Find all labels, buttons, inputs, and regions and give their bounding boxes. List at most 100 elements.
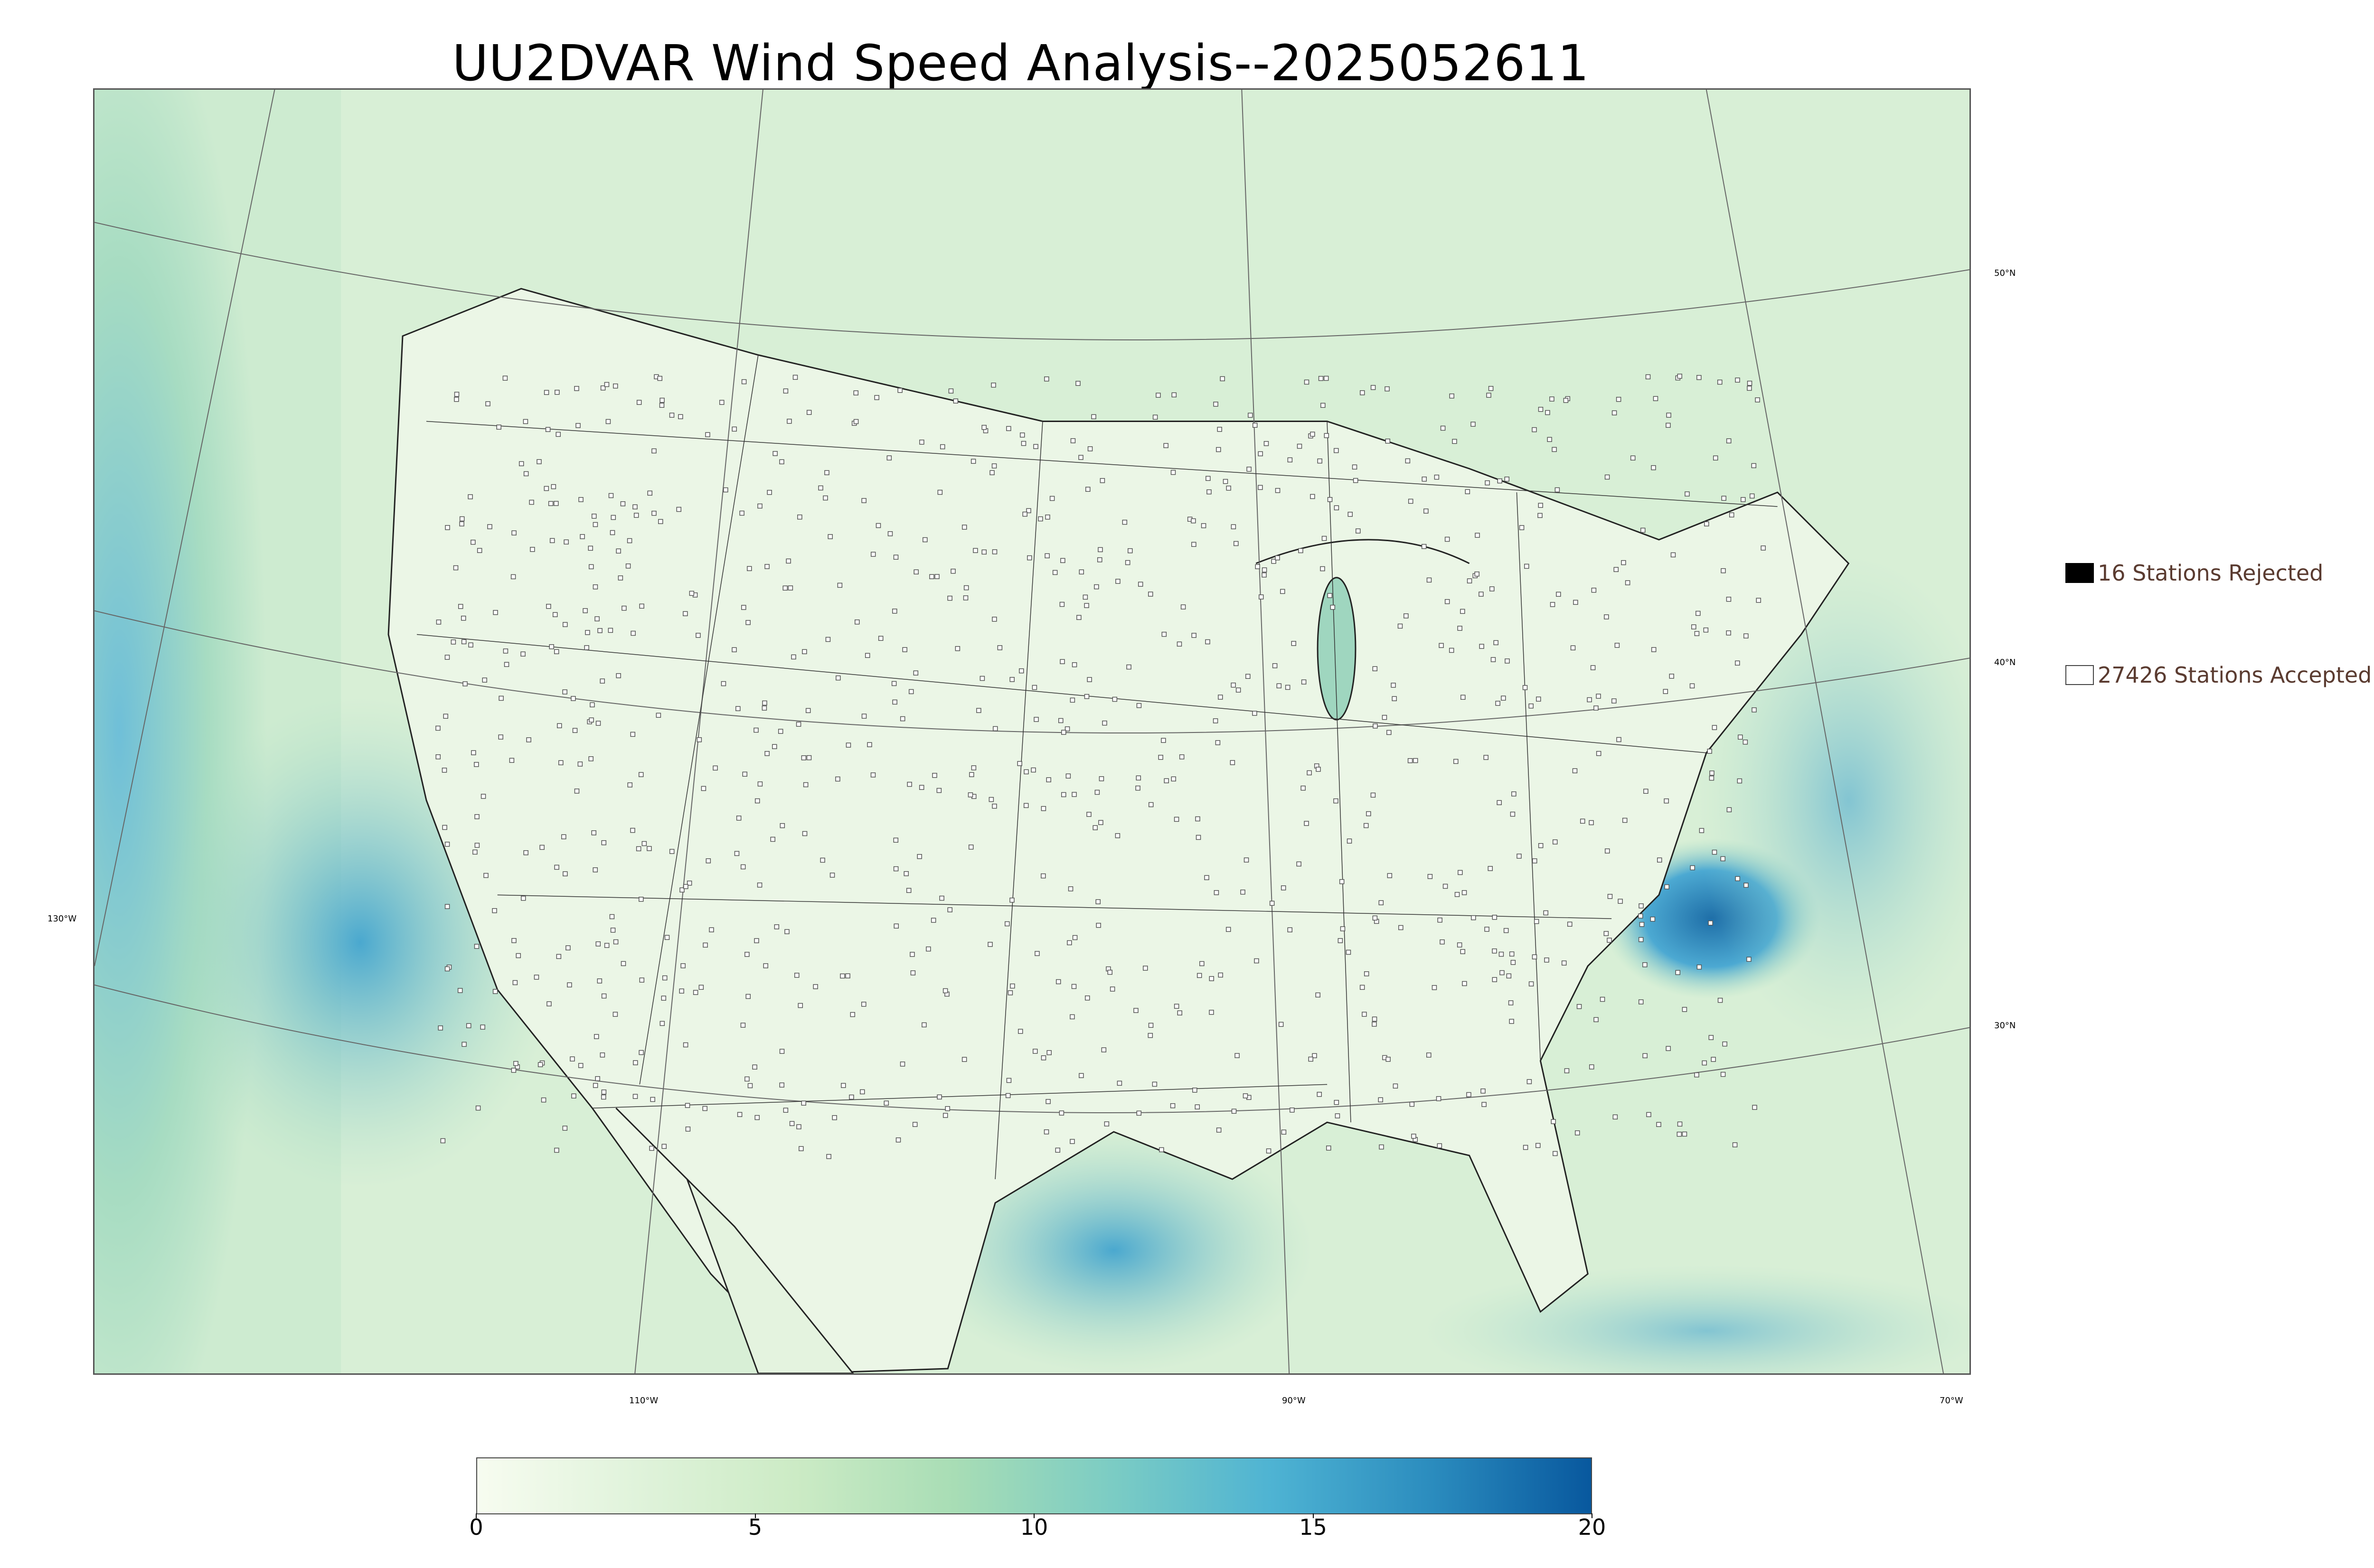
station-marker (1544, 958, 1549, 963)
station-marker (1651, 465, 1656, 470)
station-marker (1638, 913, 1643, 919)
station-marker (1191, 518, 1196, 524)
station-marker (693, 990, 698, 995)
station-marker (1098, 820, 1103, 825)
station-marker (1677, 1121, 1683, 1127)
station-marker (1359, 390, 1365, 395)
station-marker (1454, 892, 1460, 897)
station-marker (1503, 928, 1509, 933)
station-marker (992, 803, 997, 809)
station-marker (520, 651, 526, 657)
station-marker (1334, 1099, 1339, 1105)
station-marker (791, 654, 796, 660)
station-marker (1475, 533, 1480, 538)
station-marker (989, 797, 994, 802)
station-marker (855, 619, 860, 625)
station-marker (630, 827, 635, 833)
station-marker (679, 887, 685, 892)
station-marker (1696, 375, 1702, 380)
station-marker (1035, 951, 1040, 956)
station-marker (1640, 527, 1646, 533)
station-marker (1055, 1147, 1061, 1153)
station-marker (1536, 1143, 1541, 1148)
station-marker (912, 1122, 918, 1127)
station-marker (504, 662, 509, 667)
station-marker (1072, 662, 1077, 667)
station-marker (1152, 1081, 1158, 1087)
station-marker (767, 489, 772, 495)
station-marker (1694, 1072, 1699, 1078)
station-marker (554, 1147, 559, 1153)
legend-rejected: 16 Stations Rejected (2065, 560, 2323, 586)
station-marker (1312, 1053, 1317, 1059)
station-marker (802, 649, 807, 655)
station-marker (474, 814, 480, 819)
station-marker (659, 403, 665, 408)
station-marker (1589, 820, 1594, 826)
station-marker (1091, 414, 1096, 420)
station-marker (444, 904, 450, 909)
station-marker (806, 410, 812, 415)
station-marker (1258, 451, 1263, 457)
station-marker (1498, 951, 1504, 957)
station-marker (1045, 514, 1050, 520)
station-marker (1230, 760, 1235, 765)
station-marker (438, 1025, 443, 1031)
station-marker (1621, 560, 1626, 565)
station-marker (961, 1057, 967, 1062)
station-marker (721, 681, 726, 686)
station-marker (1607, 894, 1613, 899)
station-marker (1616, 737, 1621, 742)
station-marker (683, 1042, 688, 1048)
station-marker (772, 451, 778, 456)
station-marker (792, 375, 798, 380)
station-marker (787, 419, 792, 424)
station-marker (1497, 800, 1502, 806)
station-marker (1300, 785, 1306, 791)
station-marker (991, 382, 996, 388)
station-marker (1356, 528, 1361, 534)
station-marker (549, 538, 555, 543)
station-marker (1245, 674, 1251, 679)
station-marker (1115, 833, 1121, 838)
station-marker (633, 1060, 638, 1065)
station-marker (1148, 592, 1153, 597)
graticule (94, 90, 1969, 1373)
station-marker (936, 788, 942, 793)
station-marker (1538, 843, 1544, 848)
station-marker (806, 755, 812, 761)
station-marker (472, 849, 478, 855)
station-marker (685, 1127, 691, 1132)
station-marker (1437, 1143, 1442, 1148)
station-marker (1505, 658, 1510, 664)
station-marker (570, 1056, 575, 1061)
station-marker (1107, 969, 1112, 975)
station-marker (1128, 548, 1133, 554)
station-marker (1275, 488, 1281, 493)
station-marker (1411, 1134, 1416, 1139)
station-marker (683, 884, 688, 889)
station-marker (836, 675, 841, 681)
station-marker (480, 794, 486, 799)
station-marker (1645, 374, 1651, 380)
station-marker (740, 864, 746, 870)
station-marker (1657, 857, 1662, 863)
station-marker (929, 574, 934, 579)
wind-speed-map[interactable] (93, 88, 1971, 1375)
station-marker (1709, 775, 1715, 781)
station-marker (1243, 1093, 1248, 1099)
station-marker (741, 605, 746, 610)
station-marker (1205, 639, 1210, 645)
station-marker (578, 1063, 584, 1068)
station-marker (1726, 597, 1732, 602)
rejected-label: 16 Stations Rejected (2098, 560, 2324, 586)
station-marker (976, 708, 981, 713)
station-marker (1600, 996, 1605, 1002)
station-marker (1297, 443, 1302, 449)
station-marker (1677, 1131, 1682, 1137)
station-marker (1691, 624, 1696, 629)
station-marker (1101, 1047, 1107, 1052)
station-marker (770, 836, 775, 842)
station-marker (1755, 397, 1760, 403)
station-marker (459, 521, 464, 526)
